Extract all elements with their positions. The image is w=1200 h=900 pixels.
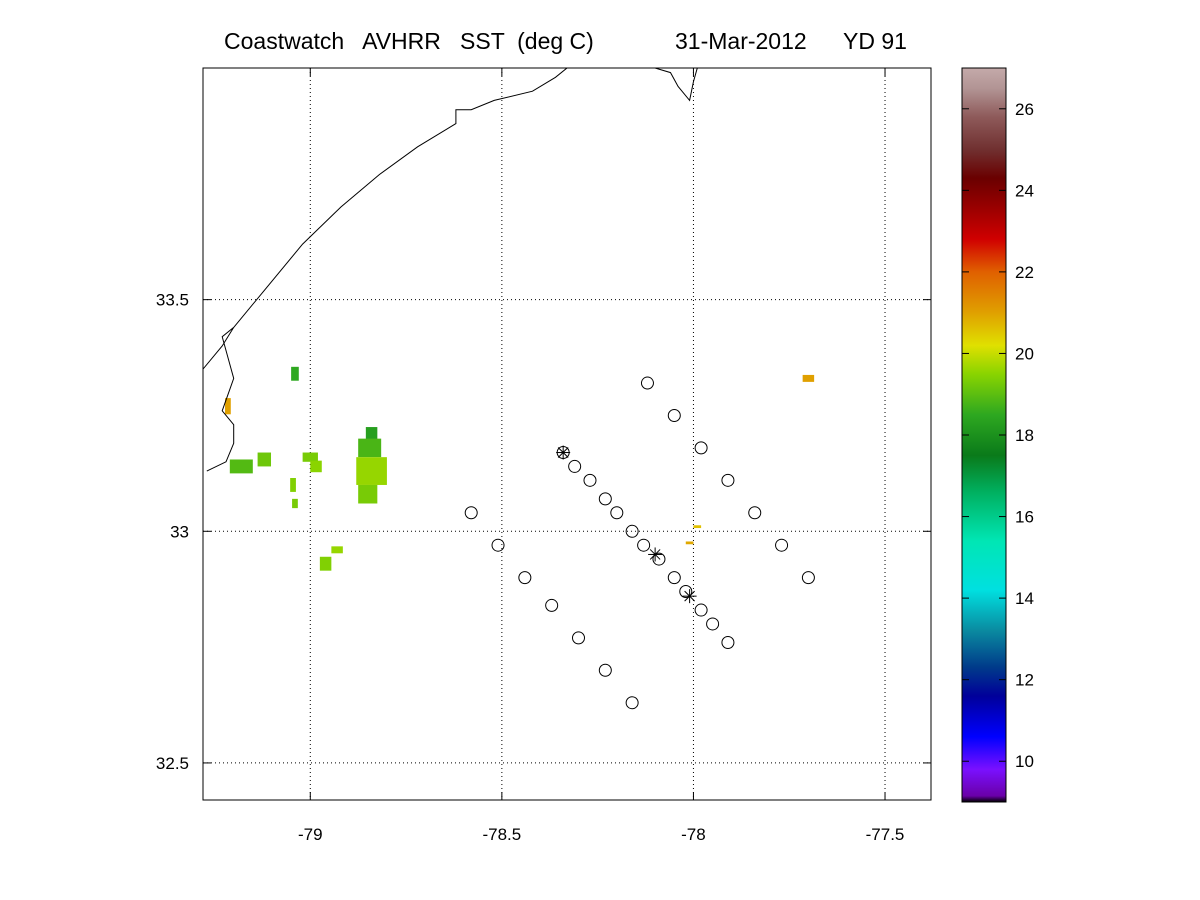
colorbar-tick-label: 12 [1015, 671, 1034, 690]
coastline-path [233, 68, 698, 328]
station-circle [667, 571, 681, 585]
colorbar-tick-label: 16 [1015, 508, 1034, 527]
title-product: Coastwatch AVHRR SST (deg C) [224, 28, 594, 54]
colorbar-tick-label: 14 [1015, 589, 1034, 608]
sst-pixel-patch [310, 460, 322, 473]
sst-pixel-patch [319, 556, 332, 571]
sst-pixel-patch [229, 459, 253, 474]
colorbar-tick-label: 10 [1015, 752, 1034, 771]
sst-pixel-patch [358, 484, 378, 504]
station-circle [721, 635, 735, 649]
sst-pixel-patch [358, 438, 382, 458]
station-circle [775, 538, 789, 552]
title-date: 31-Mar-2012 [675, 28, 807, 54]
station-circle [464, 506, 478, 520]
axis-ticks: -79 -78.5 -78 -77.5 32.5 33 33.5 [156, 68, 931, 844]
grid-lines [203, 68, 931, 800]
station-markers [464, 376, 815, 710]
sst-pixel-patch [802, 374, 815, 382]
colorbar-gradient [961, 67, 1007, 803]
sst-pixel-patch [257, 452, 272, 467]
station-star [556, 445, 571, 460]
station-circle [667, 408, 681, 422]
y-tick-label: 33.5 [156, 291, 189, 310]
station-circle [598, 663, 612, 677]
station-circle [583, 473, 597, 487]
station-circle [679, 585, 693, 599]
station-star [648, 547, 663, 562]
sst-pixel-patch [290, 478, 296, 492]
map-frame [202, 67, 932, 801]
colorbar-tick-label: 26 [1015, 100, 1034, 119]
x-tick-label: -79 [298, 825, 323, 844]
station-circle [610, 506, 624, 520]
title-yearday: YD 91 [843, 28, 907, 54]
sst-pixel-patch [693, 525, 702, 529]
colorbar-tick-label: 24 [1015, 181, 1034, 200]
sst-pixel-patch [292, 498, 298, 509]
station-circle [571, 631, 585, 645]
sst-pixel-patch [225, 398, 231, 415]
sst-pixel-patch [365, 427, 378, 441]
station-circle [640, 376, 654, 390]
sst-pixel-patch [356, 457, 387, 485]
sst-data-layer [225, 366, 815, 571]
station-circle [694, 441, 708, 455]
colorbar: 10 12 14 16 18 20 22 24 26 [961, 67, 1034, 803]
station-circle [706, 617, 720, 631]
station-circle [637, 538, 651, 552]
station-circle [568, 459, 582, 473]
star-arm [649, 549, 661, 560]
station-circle [694, 603, 708, 617]
station-circle [598, 492, 612, 506]
x-tick-label: -78.5 [482, 825, 521, 844]
x-tick-label: -78 [681, 825, 706, 844]
sst-pixel-patch [685, 541, 694, 545]
colorbar-tick-label: 20 [1015, 344, 1034, 363]
sst-pixel-patch [291, 366, 299, 381]
coastline-layer [203, 68, 698, 472]
station-circle [801, 571, 815, 585]
station-circle [721, 473, 735, 487]
colorbar-tick-label: 22 [1015, 263, 1034, 282]
star-arm [557, 447, 569, 458]
sst-pixel-patch [331, 546, 343, 554]
station-circle [748, 506, 762, 520]
sst-pixel-patch [302, 452, 318, 462]
station-circle [652, 552, 666, 566]
x-tick-label: -77.5 [866, 825, 905, 844]
station-circle [545, 598, 559, 612]
station-star [682, 589, 697, 604]
station-circle [491, 538, 505, 552]
station-circle [625, 696, 639, 710]
y-tick-label: 32.5 [156, 754, 189, 773]
station-circle [625, 524, 639, 538]
y-tick-label: 33 [170, 522, 189, 541]
colorbar-tick-label: 18 [1015, 426, 1034, 445]
star-arm [684, 590, 695, 602]
station-circle [518, 571, 532, 585]
coastline-path [203, 327, 235, 472]
